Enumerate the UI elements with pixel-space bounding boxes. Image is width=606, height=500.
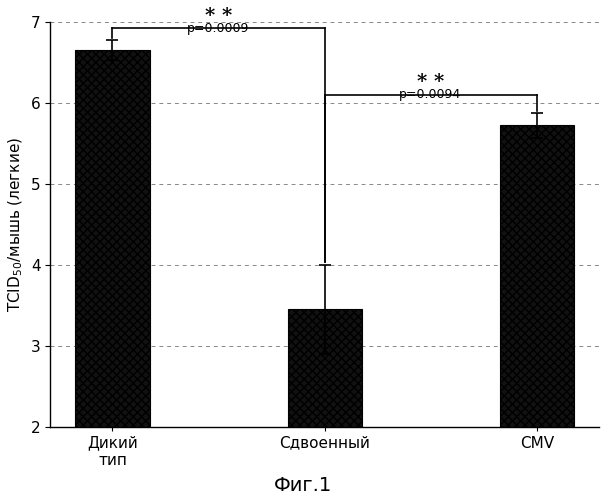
Text: * *: * * — [205, 7, 232, 25]
Bar — [288, 309, 362, 426]
Text: Фиг.1: Фиг.1 — [274, 476, 332, 495]
Text: p=0.0009: p=0.0009 — [187, 22, 249, 35]
Text: p=0.0094: p=0.0094 — [399, 88, 461, 101]
Bar — [75, 50, 150, 426]
Y-axis label: TCID$_{50}$/мышь (легкие): TCID$_{50}$/мышь (легкие) — [7, 136, 25, 312]
Text: * *: * * — [417, 74, 444, 92]
Bar — [500, 126, 574, 426]
